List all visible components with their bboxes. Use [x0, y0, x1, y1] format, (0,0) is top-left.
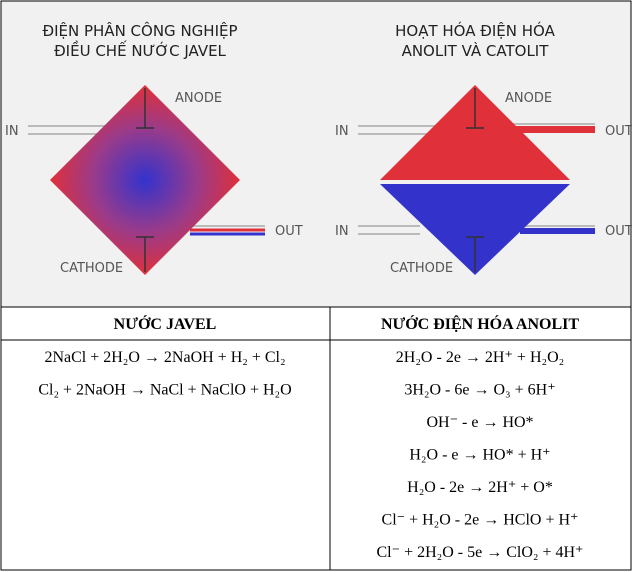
- label: OUT: [605, 224, 632, 239]
- table-header: NƯỚC JAVEL: [114, 314, 217, 333]
- label: OUT: [275, 224, 303, 239]
- title: ĐIỆN PHÂN CÔNG NGHIỆP: [42, 21, 237, 40]
- title: HOẠT HÓA ĐIỆN HÓA: [395, 21, 555, 40]
- label: OUT: [605, 124, 632, 139]
- title: ĐIỀU CHẾ NƯỚC JAVEL: [54, 39, 226, 60]
- equation: 2H₂O - 2e → 2H⁺ + H₂O₂: [396, 349, 564, 366]
- equation: Cl⁻ + 2H₂O - 5e → ClO₂ + 4H⁺: [377, 544, 584, 561]
- equation: OH⁻ - e → HO*: [426, 414, 533, 431]
- label: CATHODE: [60, 261, 123, 276]
- label: CATHODE: [390, 261, 453, 276]
- cell: [50, 85, 240, 275]
- label: IN: [5, 124, 19, 139]
- equation: H₂O - 2e → 2H⁺ + O*: [407, 479, 553, 496]
- title: ANOLIT VÀ CATOLIT: [402, 41, 550, 60]
- cathode-chamber: [380, 184, 570, 275]
- table-header: NƯỚC ĐIỆN HÓA ANOLIT: [381, 314, 579, 333]
- label: IN: [335, 124, 349, 139]
- table: NƯỚC JAVEL NƯỚC ĐIỆN HÓA ANOLIT 2NaCl + …: [0, 306, 632, 571]
- equation: Cl⁻ + H₂O - 2e → HClO + H⁺: [382, 512, 579, 529]
- equation: 2NaCl + 2H₂O → 2NaOH + H₂ + Cl₂: [44, 349, 285, 366]
- anolit-diagram: HOẠT HÓA ĐIỆN HÓA ANOLIT VÀ CATOLIT IN A…: [335, 21, 632, 276]
- equation: H₂O - e → HO* + H⁺: [409, 447, 550, 464]
- javel-diagram: ĐIỆN PHÂN CÔNG NGHIỆP ĐIỀU CHẾ NƯỚC JAVE…: [5, 21, 303, 276]
- anode-chamber: [380, 85, 570, 180]
- equation: Cl₂ + 2NaOH → NaCl + NaClO + H₂O: [38, 382, 291, 399]
- label: ANODE: [175, 91, 222, 106]
- label: ANODE: [505, 91, 552, 106]
- equation: 3H₂O - 6e → O₃ + 6H⁺: [404, 382, 555, 399]
- label: IN: [335, 224, 349, 239]
